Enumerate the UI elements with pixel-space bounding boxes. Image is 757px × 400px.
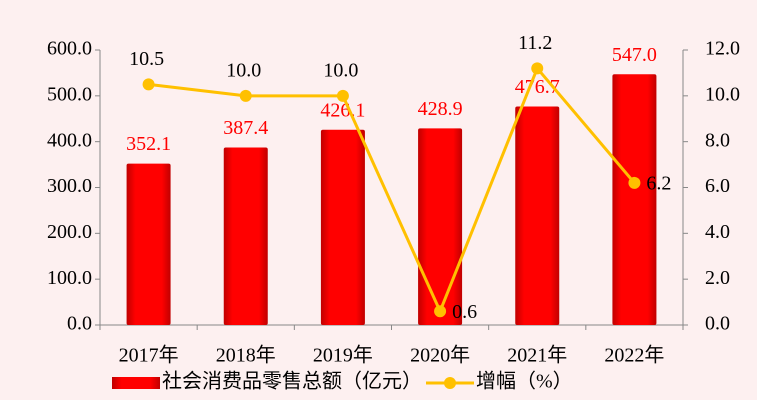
y-tick-label: 100.0: [47, 267, 92, 289]
line-marker: [239, 89, 252, 102]
bar: [612, 74, 657, 326]
line-label: 11.2: [518, 32, 552, 54]
x-tick-label: 2018年: [216, 344, 276, 367]
line-label: 0.6: [452, 301, 477, 323]
line-label: 10.0: [323, 59, 358, 81]
y-tick-label: 300.0: [47, 175, 92, 197]
x-tick-label: 2022年: [604, 344, 664, 367]
y-tick-label: 500.0: [47, 83, 92, 105]
bar: [223, 147, 268, 325]
bar-label: 387.4: [223, 117, 268, 139]
line-marker: [336, 89, 349, 102]
y2-tick-label: 2.0: [705, 267, 730, 289]
y2-tick-label: 10.0: [705, 83, 740, 105]
bar: [515, 106, 560, 325]
line-marker: [434, 305, 447, 318]
y2-tick-label: 8.0: [705, 129, 730, 151]
y2-tick-label: 0.0: [705, 313, 730, 335]
bar-label: 426.1: [320, 99, 365, 121]
y-tick-label: 600.0: [47, 38, 92, 60]
legend-label: 增幅（%）: [476, 370, 573, 393]
x-tick-label: 2020年: [410, 344, 470, 367]
y2-tick-label: 4.0: [705, 221, 730, 243]
x-tick-label: 2017年: [119, 344, 179, 367]
line-label: 6.2: [646, 173, 671, 195]
bar-label: 428.9: [418, 98, 463, 120]
legend-label: 社会消费品零售总额（亿元）: [162, 370, 422, 393]
y2-tick-label: 6.0: [705, 175, 730, 197]
y-tick-label: 400.0: [47, 129, 92, 151]
x-tick-label: 2021年: [507, 344, 567, 367]
line-marker: [142, 78, 155, 91]
line-label: 10.5: [129, 48, 164, 70]
bar-label: 547.0: [612, 44, 657, 66]
line: [148, 65, 636, 316]
bar: [320, 129, 365, 325]
bar: [126, 163, 171, 325]
bar-label: 352.1: [126, 133, 171, 155]
y2-tick-label: 12.0: [705, 38, 740, 60]
line-marker: [531, 62, 544, 75]
line-marker: [628, 176, 641, 189]
y-tick-label: 200.0: [47, 221, 92, 243]
y-tick-label: 0.0: [67, 313, 92, 335]
legend-swatch-marker: [444, 377, 456, 389]
line-label: 10.0: [226, 59, 261, 81]
x-tick-label: 2019年: [313, 344, 373, 367]
bar: [418, 128, 463, 325]
legend-swatch: [112, 377, 160, 389]
